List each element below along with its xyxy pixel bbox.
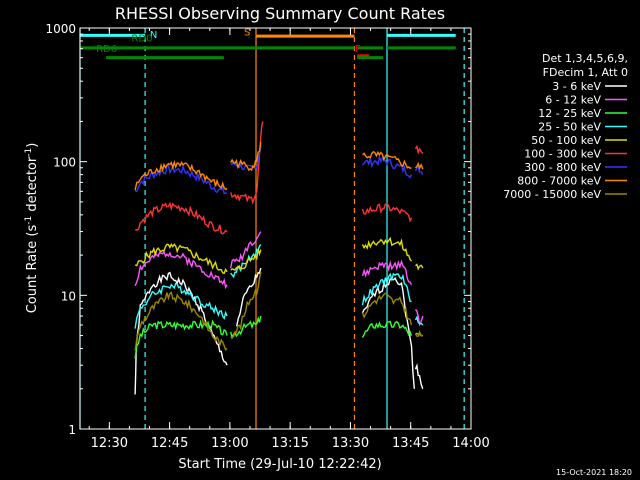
x-tick-label: 13:15	[271, 436, 308, 451]
legend-entry-label: 50 - 100 keV	[531, 134, 601, 147]
series-line	[134, 163, 228, 195]
series-line	[134, 242, 228, 275]
series-line	[414, 329, 423, 338]
series-line	[134, 250, 228, 290]
series-line	[414, 363, 424, 390]
series-line	[361, 277, 415, 389]
legend-entry-label: 3 - 6 keV	[552, 80, 601, 93]
series-line	[362, 150, 412, 169]
state-bar-label: N	[150, 30, 157, 41]
legend-entry-label: 12 - 25 keV	[538, 107, 601, 120]
y-tick-label: 10	[61, 289, 76, 303]
series-line	[361, 320, 413, 338]
series-line	[414, 165, 424, 175]
y-axis-label: Count Rate (s-1 detector-1)	[24, 143, 40, 314]
legend-entry-label: 25 - 50 keV	[538, 121, 601, 134]
state-bar-label: F	[355, 44, 361, 55]
series-line	[134, 282, 228, 329]
series-line	[230, 244, 262, 279]
chart-title: RHESSI Observing Summary Count Rates	[115, 4, 445, 23]
x-tick-label: 12:45	[151, 436, 188, 451]
state-bar-label: S	[244, 27, 250, 38]
series-line	[134, 159, 228, 191]
series-line	[361, 272, 412, 306]
series-line	[361, 202, 413, 223]
state-bar-label: RD6	[96, 44, 117, 55]
x-tick-label: 13:30	[332, 436, 369, 451]
series-line	[236, 267, 262, 327]
legend-entry-label: 800 - 7000 keV	[517, 175, 601, 188]
x-tick-label: 13:00	[211, 436, 248, 451]
state-bar-label: RD0	[131, 34, 152, 45]
series-line	[361, 259, 413, 286]
legend-header: Det 1,3,4,5,6,9,	[542, 52, 628, 65]
legend-entry-label: 300 - 800 keV	[524, 161, 601, 174]
x-tick-label: 12:30	[91, 436, 128, 451]
legend-header: FDecim 1, Att 0	[543, 66, 628, 79]
series-line	[414, 144, 424, 156]
series-line	[415, 263, 424, 271]
series-line	[134, 319, 228, 359]
series-line	[135, 201, 228, 235]
series-line	[362, 154, 413, 179]
y-tick-label: 1000	[45, 22, 76, 36]
series-line	[134, 291, 228, 352]
series-line	[361, 236, 413, 262]
legend-entry-label: 6 - 12 keV	[545, 94, 601, 107]
series-line	[230, 231, 262, 269]
series-line	[230, 121, 264, 205]
series-line	[230, 142, 262, 172]
series-line	[414, 315, 424, 326]
legend-entry-label: 100 - 300 keV	[524, 148, 601, 161]
series-line	[230, 249, 262, 272]
plot-frame	[79, 27, 472, 430]
legend-entry-label: 7000 - 15000 keV	[503, 188, 601, 201]
x-tick-label: 14:00	[452, 436, 489, 451]
y-tick-label: 100	[53, 156, 76, 170]
series-line	[230, 271, 262, 339]
x-tick-label: 13:45	[392, 436, 429, 451]
series-line	[414, 309, 424, 327]
series-line	[361, 292, 413, 326]
y-tick-label: 1	[68, 423, 76, 437]
date-stamp: 15-Oct-2021 18:20	[556, 468, 632, 477]
series-line	[230, 315, 262, 340]
x-axis-label: Start Time (29-Jul-10 12:22:42)	[178, 457, 381, 472]
series-line	[414, 161, 424, 170]
